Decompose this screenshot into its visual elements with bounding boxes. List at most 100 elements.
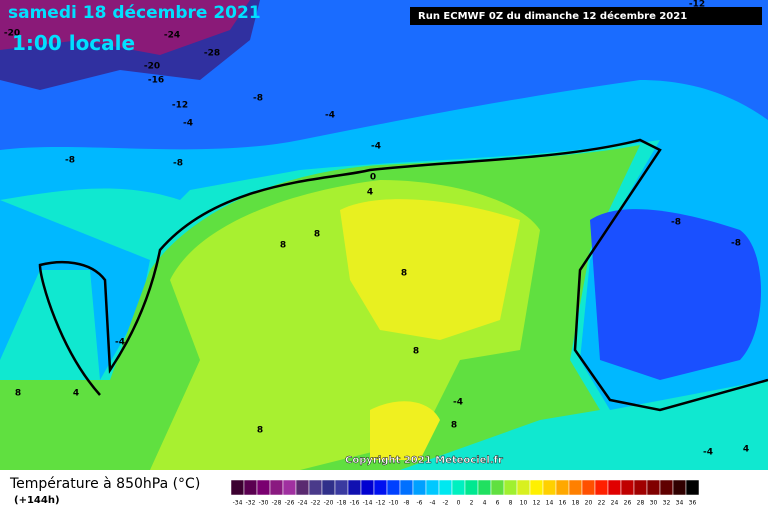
- contour-label: 4: [367, 188, 373, 198]
- scale-label: -24: [298, 500, 308, 507]
- scale-label: 36: [689, 500, 697, 507]
- date-title: samedi 18 décembre 2021: [8, 3, 261, 23]
- scale-label: 6: [496, 500, 500, 507]
- contour-label: -28: [204, 49, 220, 59]
- lead-time: (+144h): [14, 495, 60, 506]
- contour-label: 4: [743, 445, 749, 455]
- contour-label: 8: [401, 269, 407, 279]
- run-banner: [410, 7, 762, 25]
- scale-label: 34: [676, 500, 684, 507]
- scale-label: 8: [509, 500, 513, 507]
- scale-label: -32: [246, 500, 256, 507]
- scale-label: -10: [389, 500, 399, 507]
- copyright: Copyright 2021 Meteociel.fr: [345, 455, 503, 466]
- time-title: 1:00 locale: [12, 31, 135, 55]
- scale-label: -18: [337, 500, 347, 507]
- contour-label: -4: [453, 398, 463, 408]
- color-swatch: [581, 479, 596, 496]
- color-swatch: [230, 479, 245, 496]
- contour-label: -4: [371, 142, 381, 152]
- scale-label: -2: [443, 500, 449, 507]
- contour-label: 8: [15, 389, 21, 399]
- scale-label: -22: [311, 500, 321, 507]
- color-swatch: [308, 479, 323, 496]
- color-swatch: [607, 479, 622, 496]
- color-swatch: [321, 479, 336, 496]
- color-swatch: [412, 479, 427, 496]
- contour-label: -4: [703, 448, 713, 458]
- contour-label: 8: [451, 421, 457, 431]
- color-swatch: [516, 479, 531, 496]
- color-swatch: [282, 479, 297, 496]
- color-swatch: [243, 479, 258, 496]
- scale-label: -28: [272, 500, 282, 507]
- contour-label: 8: [413, 347, 419, 357]
- scale-label: 26: [624, 500, 632, 507]
- contour-label: -8: [731, 239, 741, 249]
- color-swatch: [529, 479, 544, 496]
- color-swatch: [659, 479, 674, 496]
- contour-label: -20: [144, 62, 160, 72]
- scale-label: 0: [457, 500, 461, 507]
- contour-label: -4: [115, 338, 125, 348]
- color-swatch: [477, 479, 492, 496]
- color-swatch: [451, 479, 466, 496]
- contour-label: 8: [280, 241, 286, 251]
- contour-label: -8: [253, 94, 263, 104]
- scale-label: -20: [324, 500, 334, 507]
- contour-label: -8: [173, 159, 183, 169]
- contour-label: 8: [257, 426, 263, 436]
- very-cold-region: [0, 0, 250, 55]
- color-swatch: [438, 479, 453, 496]
- scale-label: 22: [598, 500, 606, 507]
- scale-label: 2: [470, 500, 474, 507]
- color-swatch: [295, 479, 310, 496]
- scale-label: -12: [376, 500, 386, 507]
- color-swatch: [568, 479, 583, 496]
- contour-label: -24: [164, 31, 180, 41]
- contour-label: -8: [65, 156, 75, 166]
- contour-label: 0: [370, 173, 376, 183]
- color-swatch: [490, 479, 505, 496]
- color-swatch: [646, 479, 661, 496]
- color-scale: -34 -32 -30 -28 -26 -24 -22 -20 -18 -16 -14 -12 -10-…: [230, 479, 700, 507]
- scale-label: 12: [533, 500, 541, 507]
- contour-label: -8: [671, 218, 681, 228]
- color-swatch: [464, 479, 479, 496]
- color-swatch: [620, 479, 635, 496]
- contour-label: -12: [689, 0, 705, 10]
- scale-label: 14: [546, 500, 554, 507]
- warmest-region: [340, 199, 520, 340]
- scale-label: 32: [663, 500, 671, 507]
- scale-label: -6: [417, 500, 423, 507]
- color-swatch: [386, 479, 401, 496]
- color-swatch: [399, 479, 414, 496]
- contour-label: -12: [172, 101, 188, 111]
- contour-label: 4: [73, 389, 79, 399]
- color-swatch: [269, 479, 284, 496]
- warmest-region: [370, 401, 440, 460]
- color-swatch: [360, 479, 375, 496]
- scale-label: 18: [572, 500, 580, 507]
- scale-label: 16: [559, 500, 567, 507]
- contour-label: -4: [325, 111, 335, 121]
- color-swatch: [373, 479, 388, 496]
- cold-region: [590, 209, 761, 380]
- color-swatch: [542, 479, 557, 496]
- color-swatch: [503, 479, 518, 496]
- scale-label: -30: [259, 500, 269, 507]
- scale-label: 4: [483, 500, 487, 507]
- color-swatch: [594, 479, 609, 496]
- scale-label: -14: [363, 500, 373, 507]
- scale-label: 24: [611, 500, 619, 507]
- run-info: Run ECMWF 0Z du dimanche 12 décembre 202…: [418, 10, 687, 22]
- legend-title: Température à 850hPa (°C): [9, 476, 200, 492]
- contour-labels: -20 -24 -28 -20 -16 -12 -8 -4 -4 -4 -8 -…: [4, 0, 749, 458]
- contour-label: -4: [183, 119, 193, 129]
- scale-label: -8: [404, 500, 410, 507]
- contour-label: -20: [4, 29, 20, 39]
- color-swatch: [685, 479, 700, 496]
- color-swatch: [256, 479, 271, 496]
- scale-label: 30: [650, 500, 658, 507]
